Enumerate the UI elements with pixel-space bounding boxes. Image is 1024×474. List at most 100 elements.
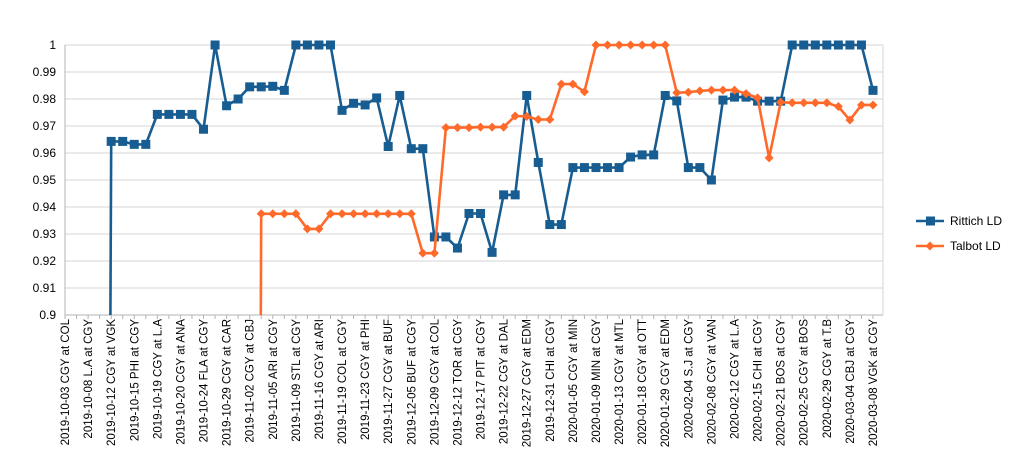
x-tick-label: 2019-10-03 CGY at COL (60, 318, 72, 445)
data-point-square (314, 40, 324, 50)
data-point-square (245, 82, 255, 92)
data-point-diamond (718, 85, 728, 95)
data-point-square (152, 109, 162, 119)
data-point-diamond (868, 100, 878, 110)
x-tick-label: 2019-12-05 BUF at CGY (406, 319, 418, 445)
data-point-diamond (291, 209, 301, 219)
data-point-square (337, 105, 347, 115)
legend-label: Talbot LD (950, 239, 1001, 253)
data-point-square (579, 163, 589, 173)
y-tick-label: 0.9 (39, 308, 56, 322)
data-point-diamond (568, 79, 578, 89)
data-point-square (187, 109, 197, 119)
data-point-square (672, 96, 682, 106)
x-tick-label: 2019-11-23 CGY at PHI (360, 319, 372, 440)
data-point-diamond (256, 209, 266, 219)
legend-label: Rittich LD (950, 214, 1002, 228)
data-point-square (291, 40, 301, 50)
y-tick-label: 0.97 (33, 119, 57, 133)
data-point-square (833, 40, 843, 50)
data-point-diamond (452, 123, 462, 133)
data-point-diamond (810, 98, 820, 108)
x-tick-label: 2019-11-16 CGY at ARI (314, 319, 326, 439)
data-point-diamond (626, 40, 636, 50)
data-point-diamond (614, 40, 624, 50)
x-tick-label: 2019-12-22 CGY at DAL (499, 318, 511, 444)
data-point-diamond (776, 97, 786, 107)
x-tick-label: 2020-02-12 CGY at L.A (729, 319, 741, 439)
data-point-square (325, 40, 335, 50)
data-point-diamond (314, 224, 324, 234)
legend-square-icon (926, 216, 935, 226)
x-tick-label: 2019-12-12 TOR at CGY (452, 319, 464, 446)
x-tick-label: 2019-12-09 CGY at COL (429, 318, 441, 445)
data-point-square (845, 40, 855, 50)
data-point-diamond (799, 98, 809, 108)
data-point-square (626, 152, 636, 162)
data-point-square (545, 220, 555, 230)
x-axis-ticks: 2019-10-03 CGY at COL 2019-10-08 L.A at C… (60, 315, 880, 447)
data-point-diamond (741, 89, 751, 99)
data-point-square (129, 139, 139, 149)
y-tick-label: 1 (49, 38, 56, 52)
gridlines (64, 44, 884, 316)
x-tick-label: 2020-01-18 CGY at OTT (637, 319, 649, 445)
data-point-diamond (349, 209, 359, 219)
x-tick-label: 2020-02-08 CGY at VAN (706, 319, 718, 445)
data-point-diamond (856, 100, 866, 110)
data-point-diamond (545, 115, 555, 125)
data-point-square (718, 95, 728, 105)
x-tick-label: 2019-11-19 COL at CGY (337, 319, 349, 445)
data-point-square (522, 90, 532, 100)
x-tick-label: 2020-02-15 CHI at CGY (753, 319, 765, 442)
x-tick-label: 2019-12-17 PIT at CGY (476, 319, 488, 440)
data-point-square (349, 98, 359, 108)
data-point-square (406, 144, 416, 154)
data-point-square (487, 247, 497, 257)
data-point-square (499, 190, 509, 200)
x-tick-label: 2020-02-21 BOS at CGY (776, 319, 788, 447)
x-tick-label: 2019-10-24 FLA at CGY (199, 319, 211, 443)
x-tick-label: 2019-12-27 CGY at EDM (522, 319, 534, 447)
data-point-square (429, 232, 439, 242)
data-point-square (464, 208, 474, 218)
data-point-square (856, 40, 866, 50)
data-point-square (764, 96, 774, 106)
data-point-square (222, 101, 232, 111)
data-point-diamond (637, 40, 647, 50)
data-point-diamond (487, 122, 497, 132)
y-tick-label: 0.99 (33, 65, 57, 79)
data-point-square (614, 163, 624, 173)
data-point-diamond (833, 102, 843, 112)
data-point-square (210, 40, 220, 50)
data-point-diamond (753, 93, 763, 103)
data-point-diamond (325, 209, 335, 219)
data-point-diamond (591, 40, 601, 50)
legend: Rittich LD Talbot LD (916, 214, 1002, 253)
data-point-square (799, 40, 809, 50)
data-point-diamond (822, 98, 832, 108)
x-tick-label: 2020-01-09 MIN at CGY (591, 319, 603, 443)
x-tick-label: 2020-01-29 CGY at EDM (660, 319, 672, 447)
data-point-square (683, 163, 693, 173)
data-point-diamond (268, 209, 278, 219)
data-point-square (649, 150, 659, 160)
x-tick-label: 2020-02-29 CGY at T.B (822, 319, 834, 438)
x-tick-label: 2019-10-29 CGY at CAR (222, 319, 234, 446)
data-point-diamond (476, 122, 486, 132)
y-tick-label: 0.98 (33, 92, 57, 106)
x-tick-label: 2019-10-15 PHI at CGY (129, 319, 141, 441)
data-point-diamond (279, 209, 289, 219)
data-point-diamond (706, 85, 716, 95)
data-point-square (233, 94, 243, 104)
x-tick-label: 2020-01-05 CGY at MIN (568, 319, 580, 443)
data-point-diamond (787, 98, 797, 108)
data-point-diamond (533, 115, 543, 125)
data-point-square (372, 93, 382, 103)
data-point-diamond (418, 248, 428, 258)
data-point-square (510, 190, 520, 200)
data-point-diamond (337, 209, 347, 219)
data-point-square (164, 109, 174, 119)
data-point-diamond (683, 87, 693, 97)
